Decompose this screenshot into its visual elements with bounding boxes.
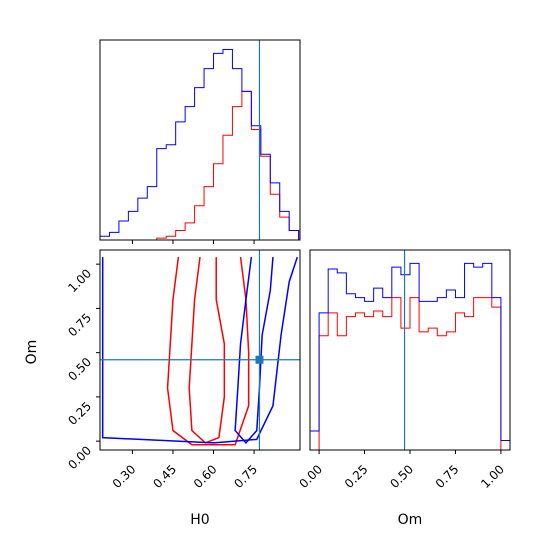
om-y-tick-label: 1.00 (65, 266, 94, 295)
x-axis-title-h0: H0 (190, 512, 209, 528)
om-x-tick-label: 0.00 (296, 462, 325, 491)
h0-x-tick-label: 0.75 (231, 462, 260, 491)
om-marginal-panel: 0.00 0.25 0.50 0.75 1.00 (296, 249, 511, 491)
red-contour-level (188, 256, 226, 444)
h0-x-tick-label: 0.30 (110, 462, 139, 491)
blue-histogram-series (309, 262, 511, 450)
om-x-tick-label: 0.25 (342, 462, 371, 491)
om-y-tick-label: 0.75 (65, 311, 94, 340)
red-histogram-series (310, 297, 510, 451)
h0-x-tick-label: 0.45 (150, 462, 179, 491)
panel-frame (99, 249, 301, 451)
om-y-tick-label: 0.50 (65, 355, 94, 384)
om-y-tick-label: 0.25 (65, 399, 94, 428)
panel-frame (309, 249, 511, 451)
om-x-tick-label: 0.50 (387, 462, 416, 491)
om-y-tick-label: 0.00 (65, 443, 94, 472)
red-contour-level (166, 256, 250, 446)
y-axis-title-om: Om (24, 340, 40, 365)
x-axis-title-om: Om (398, 512, 423, 528)
h0-marginal-panel (99, 39, 301, 244)
om-x-tick-label: 0.75 (433, 462, 462, 491)
h0-x-tick-label: 0.60 (191, 462, 220, 491)
om-x-tick-label: 1.00 (478, 462, 507, 491)
red-histogram-series (100, 90, 300, 241)
truth-marker (255, 355, 264, 364)
blue-contour-level (101, 256, 299, 444)
h0-om-contour-panel: 0.30 0.45 0.60 0.75 0.00 0.25 0.50 0.75 1.00 (65, 249, 301, 491)
blue-contour-level (234, 256, 274, 445)
panel-frame (99, 39, 301, 241)
blue-histogram-series (99, 49, 300, 240)
